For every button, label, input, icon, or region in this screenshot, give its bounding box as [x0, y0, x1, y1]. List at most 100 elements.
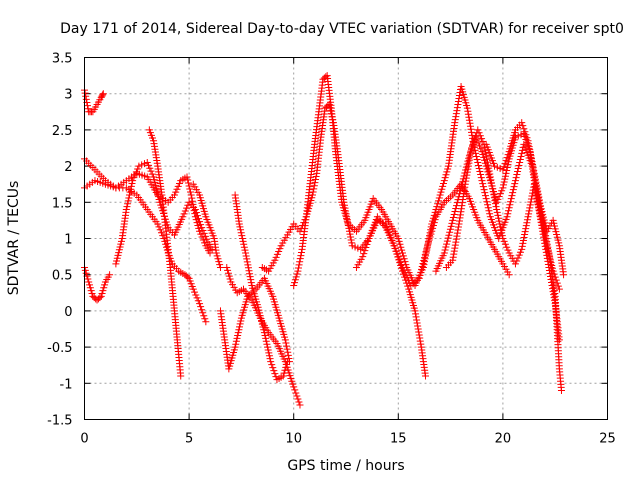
data-point: [546, 273, 554, 281]
data-point: [521, 228, 529, 236]
data-point: [506, 201, 514, 209]
data-point: [508, 192, 516, 200]
data-point: [466, 122, 474, 130]
data-point: [523, 216, 531, 224]
data-point: [293, 270, 301, 278]
data-point: [440, 249, 448, 257]
data-point: [465, 113, 473, 121]
data-point: [449, 213, 457, 221]
data-point: [395, 237, 403, 245]
data-point: [146, 164, 154, 172]
data-point: [478, 148, 486, 156]
data-point: [444, 165, 452, 173]
data-point: [495, 217, 503, 225]
data-point: [493, 198, 501, 206]
y-tick-label: -0.5: [47, 341, 72, 356]
data-point: [499, 166, 507, 174]
data-point: [290, 282, 298, 290]
data-point: [502, 157, 510, 165]
data-point: [413, 316, 421, 324]
data-point: [480, 186, 488, 194]
data-point: [195, 224, 203, 232]
data-point: [551, 297, 559, 305]
data-point: [451, 241, 459, 249]
data-point: [532, 178, 540, 186]
series-arc-13: [352, 180, 513, 290]
data-point: [430, 219, 438, 227]
data-point: [159, 232, 167, 240]
x-tick-label: 20: [495, 432, 512, 447]
data-point: [507, 198, 515, 206]
data-point: [490, 194, 498, 202]
data-point: [548, 279, 556, 287]
data-point: [530, 169, 538, 177]
data-point: [81, 89, 89, 97]
data-point: [424, 242, 432, 250]
data-point: [482, 152, 490, 160]
data-point: [276, 245, 284, 253]
data-point: [421, 372, 429, 380]
data-point: [415, 331, 423, 339]
data-point: [478, 177, 486, 185]
data-point: [443, 168, 451, 176]
data-point: [243, 255, 251, 263]
data-point: [507, 195, 515, 203]
data-point: [170, 191, 178, 199]
data-point: [453, 104, 461, 112]
data-point: [452, 235, 460, 243]
data-point: [516, 248, 524, 256]
data-point: [550, 294, 558, 302]
data-point: [475, 165, 483, 173]
data-point: [214, 255, 222, 263]
data-point: [541, 233, 549, 241]
data-point: [488, 182, 496, 190]
data-point: [503, 243, 511, 251]
data-point: [436, 191, 444, 199]
y-tick-label: 0.5: [52, 269, 73, 284]
data-point: [491, 197, 499, 205]
data-point: [435, 194, 443, 202]
data-point: [418, 265, 426, 273]
data-point: [518, 149, 526, 157]
data-point: [81, 266, 89, 274]
data-point: [124, 197, 132, 205]
data-point: [463, 168, 471, 176]
data-point: [425, 236, 433, 244]
data-point: [238, 235, 246, 242]
data-point: [542, 239, 550, 247]
chart-title: Day 171 of 2014, Sidereal Day-to-day VTE…: [60, 21, 624, 37]
data-point: [197, 230, 205, 238]
data-point: [399, 252, 407, 260]
data-point: [296, 258, 304, 266]
data-point: [444, 234, 452, 242]
data-point: [423, 245, 431, 253]
data-point: [489, 188, 497, 196]
data-point: [500, 181, 508, 189]
data-point: [180, 210, 188, 218]
data-point: [525, 140, 533, 148]
data-point: [282, 339, 290, 347]
data-point: [134, 165, 142, 173]
data-point: [224, 266, 232, 274]
data-point: [516, 155, 524, 163]
series-arc-7: [189, 180, 224, 271]
data-point: [312, 172, 320, 180]
data-point: [187, 191, 195, 199]
data-point: [441, 246, 449, 254]
data-point: [547, 276, 555, 284]
x-tick-label: 0: [80, 432, 88, 447]
data-point: [416, 334, 424, 342]
data-point: [534, 190, 542, 198]
data-point: [489, 185, 497, 193]
data-point: [522, 225, 530, 233]
data-point: [449, 256, 457, 264]
data-point: [431, 216, 439, 224]
y-axis-title: SDTVAR / TECUs: [6, 181, 22, 296]
data-point: [270, 367, 278, 375]
series-arc-2: [81, 263, 114, 304]
data-point: [550, 291, 558, 299]
data-point: [485, 167, 493, 175]
data-point: [475, 129, 483, 137]
data-point: [535, 193, 543, 201]
data-point: [183, 204, 191, 212]
